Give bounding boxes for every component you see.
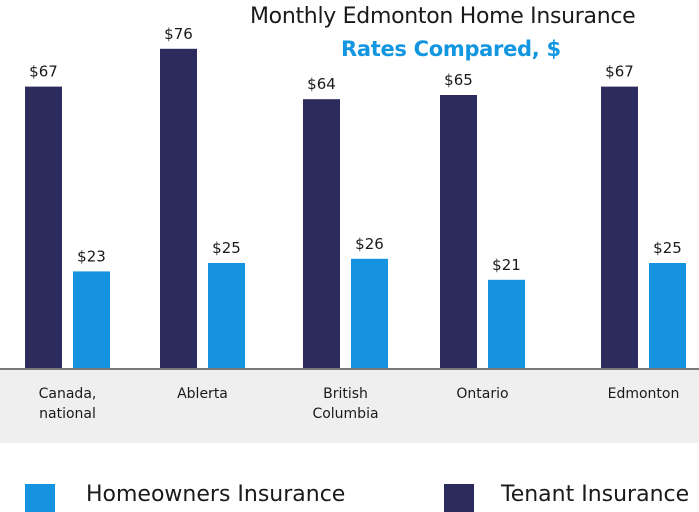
data-label-tenant-4: $67 — [605, 63, 634, 81]
bar-homeowners-0 — [73, 271, 110, 368]
bar-tenant-0 — [25, 86, 62, 368]
data-label-homeowners-4: $25 — [653, 239, 682, 257]
bar-homeowners-4 — [649, 263, 686, 368]
x-tick-label-3: Ontario — [456, 386, 508, 402]
x-tick-label-0: Canada, national — [39, 386, 97, 422]
bar-tenant-2 — [303, 99, 340, 368]
bar-homeowners-2 — [351, 258, 388, 368]
legend-swatch-tenant — [444, 484, 474, 512]
legend-label-tenant: Tenant Insurance — [501, 482, 690, 507]
legend-swatch-homeowners — [25, 484, 55, 512]
data-label-tenant-0: $67 — [29, 63, 58, 81]
data-label-tenant-3: $65 — [444, 71, 473, 89]
legend-label-homeowners: Homeowners Insurance — [86, 482, 346, 507]
bar-tenant-1 — [160, 48, 197, 369]
data-label-homeowners-2: $26 — [355, 235, 384, 253]
x-axis-band — [0, 369, 699, 443]
data-label-homeowners-0: $23 — [77, 247, 106, 265]
bar-tenant-3 — [440, 95, 477, 368]
x-tick-label-1: Ablerta — [177, 386, 228, 402]
data-label-homeowners-1: $25 — [212, 239, 241, 257]
data-label-homeowners-3: $21 — [492, 256, 521, 274]
x-tick-label-2: British Columbia — [312, 386, 378, 422]
bar-homeowners-3 — [488, 279, 525, 368]
bar-tenant-4 — [601, 86, 638, 368]
data-label-tenant-2: $64 — [307, 75, 336, 93]
chart-title: Monthly Edmonton Home Insurance — [250, 4, 636, 29]
bar-homeowners-1 — [208, 263, 245, 368]
data-label-tenant-1: $76 — [164, 25, 193, 43]
chart-subtitle: Rates Compared, $ — [341, 37, 561, 61]
x-tick-label-4: Edmonton — [608, 386, 680, 402]
